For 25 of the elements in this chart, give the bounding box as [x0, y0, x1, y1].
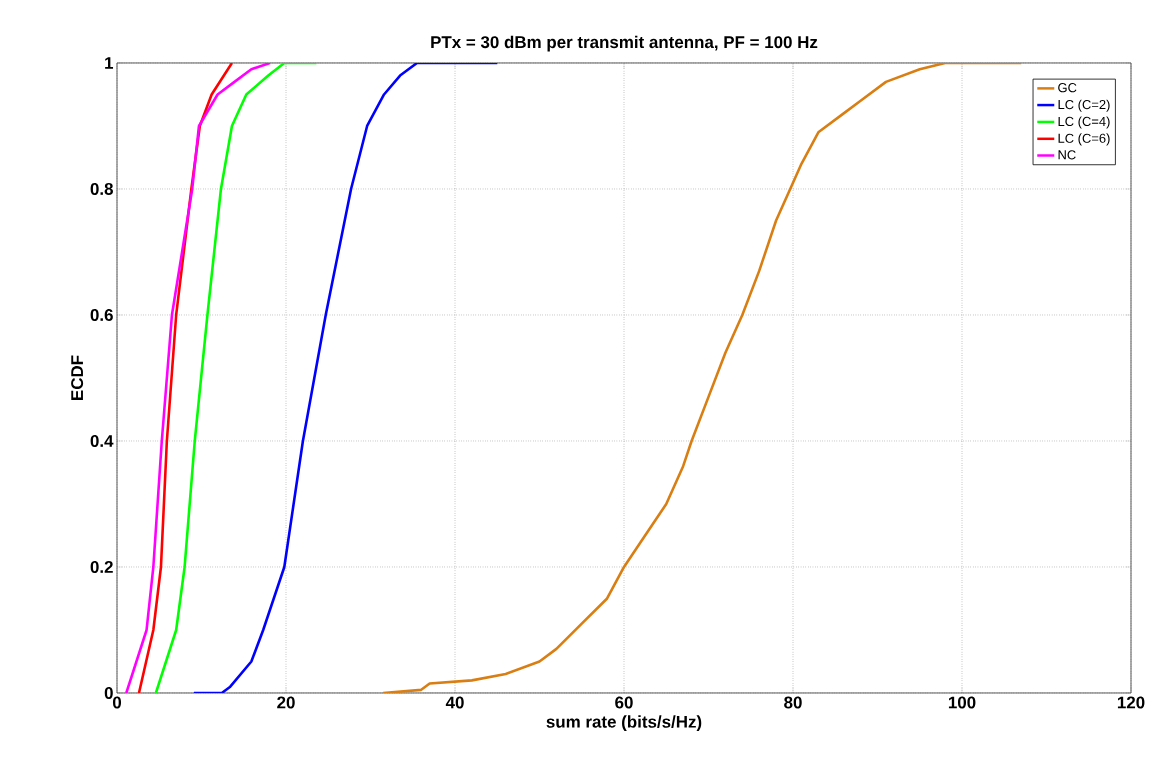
y-tick-label: 0.2	[90, 560, 113, 573]
legend-label: LC (C=6)	[1058, 133, 1110, 146]
chart-title: PTx = 30 dBm per transmit antenna, PF = 100 Hz	[431, 35, 818, 52]
y-tick-label: 0.8	[90, 182, 113, 195]
y-tick-label: 0.4	[90, 434, 114, 447]
line-series	[381, 62, 1023, 693]
y-axis-title: ECDF	[71, 355, 84, 400]
y-tick-label: 1	[105, 57, 114, 69]
x-tick-label: 0	[112, 696, 122, 709]
x-tick-label: 120	[1117, 696, 1145, 709]
y-tick-label: 0	[104, 686, 113, 699]
legend-label: LC (C=2)	[1058, 99, 1110, 112]
y-tick-label: 0.6	[90, 308, 113, 321]
line-series	[154, 62, 318, 693]
x-tick-label: 40	[445, 696, 464, 709]
x-tick-label: 60	[615, 696, 633, 709]
x-tick-label: 20	[277, 696, 295, 709]
x-tick-label: 100	[948, 696, 976, 709]
line-series	[192, 62, 499, 693]
x-axis-title: sum rate (bits/s/Hz)	[546, 715, 702, 732]
x-tick-label: 80	[784, 696, 802, 709]
legend-label: NC	[1058, 150, 1076, 160]
legend-label: LC (C=4)	[1058, 116, 1110, 129]
legend-label: GC	[1058, 83, 1077, 93]
line-series	[125, 62, 272, 693]
